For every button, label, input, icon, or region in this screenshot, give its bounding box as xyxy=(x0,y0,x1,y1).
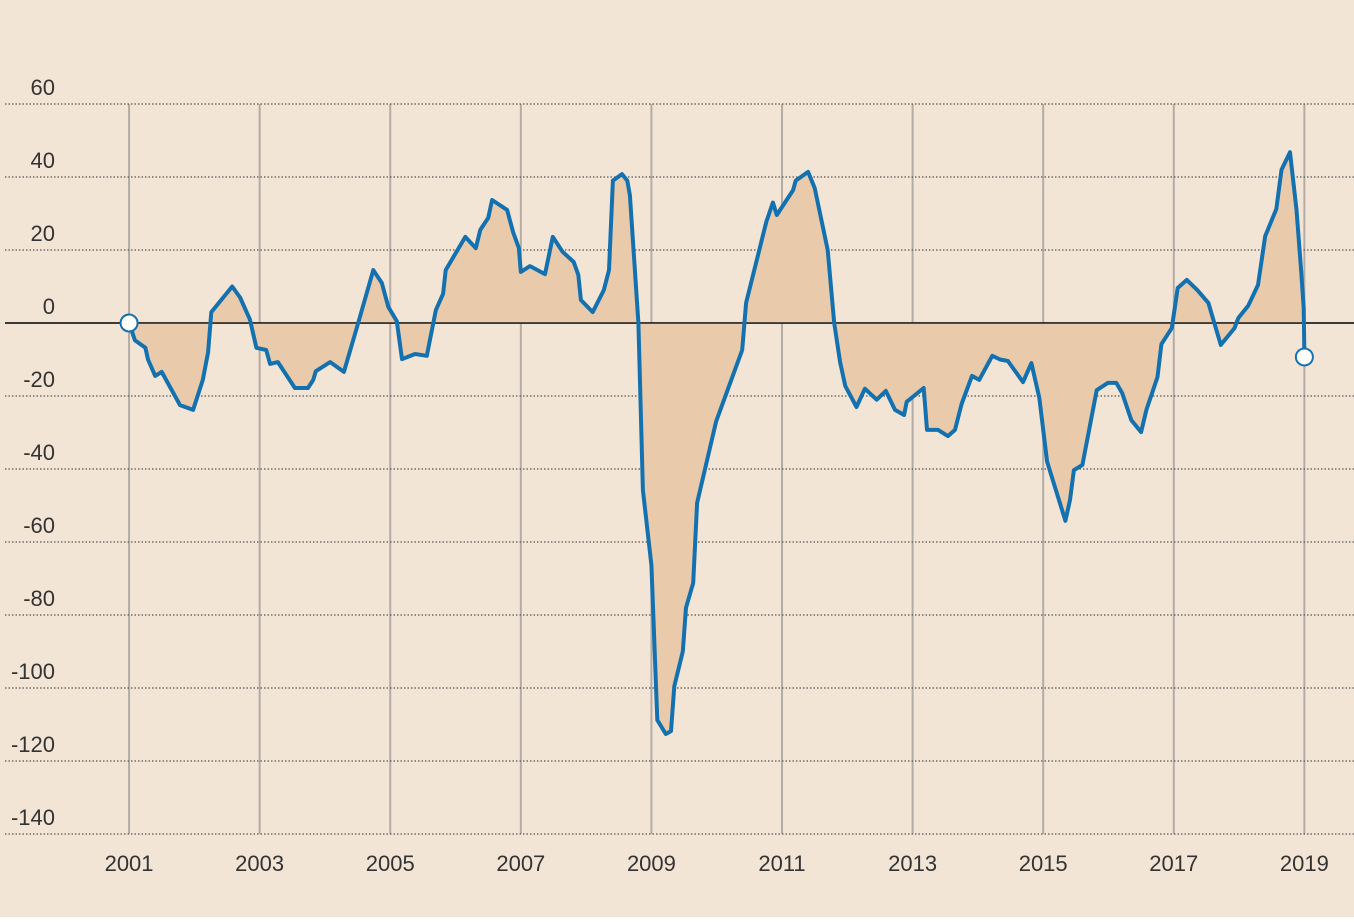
x-tick-label: 2003 xyxy=(235,851,284,876)
x-tick-label: 2011 xyxy=(758,851,805,876)
area xyxy=(129,152,1305,734)
x-tick-label: 2009 xyxy=(627,851,676,876)
x-tick-label: 2015 xyxy=(1019,851,1068,876)
x-tick-label: 2005 xyxy=(366,851,415,876)
y-tick-label: -140 xyxy=(11,805,55,830)
y-tick-label: -40 xyxy=(23,440,55,465)
y-tick-label: -120 xyxy=(11,732,55,757)
y-tick-label: -80 xyxy=(23,586,55,611)
line xyxy=(127,150,1307,736)
y-tick-label: -60 xyxy=(23,513,55,538)
y-tick-label: 20 xyxy=(31,221,55,246)
end-marker xyxy=(1294,347,1314,367)
y-tick-label: 60 xyxy=(31,75,55,100)
x-tick-label: 2013 xyxy=(888,851,937,876)
y-tick-label: 0 xyxy=(43,294,55,319)
x-tick-label: 2019 xyxy=(1280,851,1329,876)
x-tick-label: 2017 xyxy=(1149,851,1198,876)
x-tick-label: 2007 xyxy=(496,851,545,876)
end-marker xyxy=(119,313,139,333)
y-tick-label: -100 xyxy=(11,659,55,684)
y-tick-label: -20 xyxy=(23,367,55,392)
x-tick-label: 2001 xyxy=(105,851,154,876)
y-tick-label: 40 xyxy=(31,148,55,173)
